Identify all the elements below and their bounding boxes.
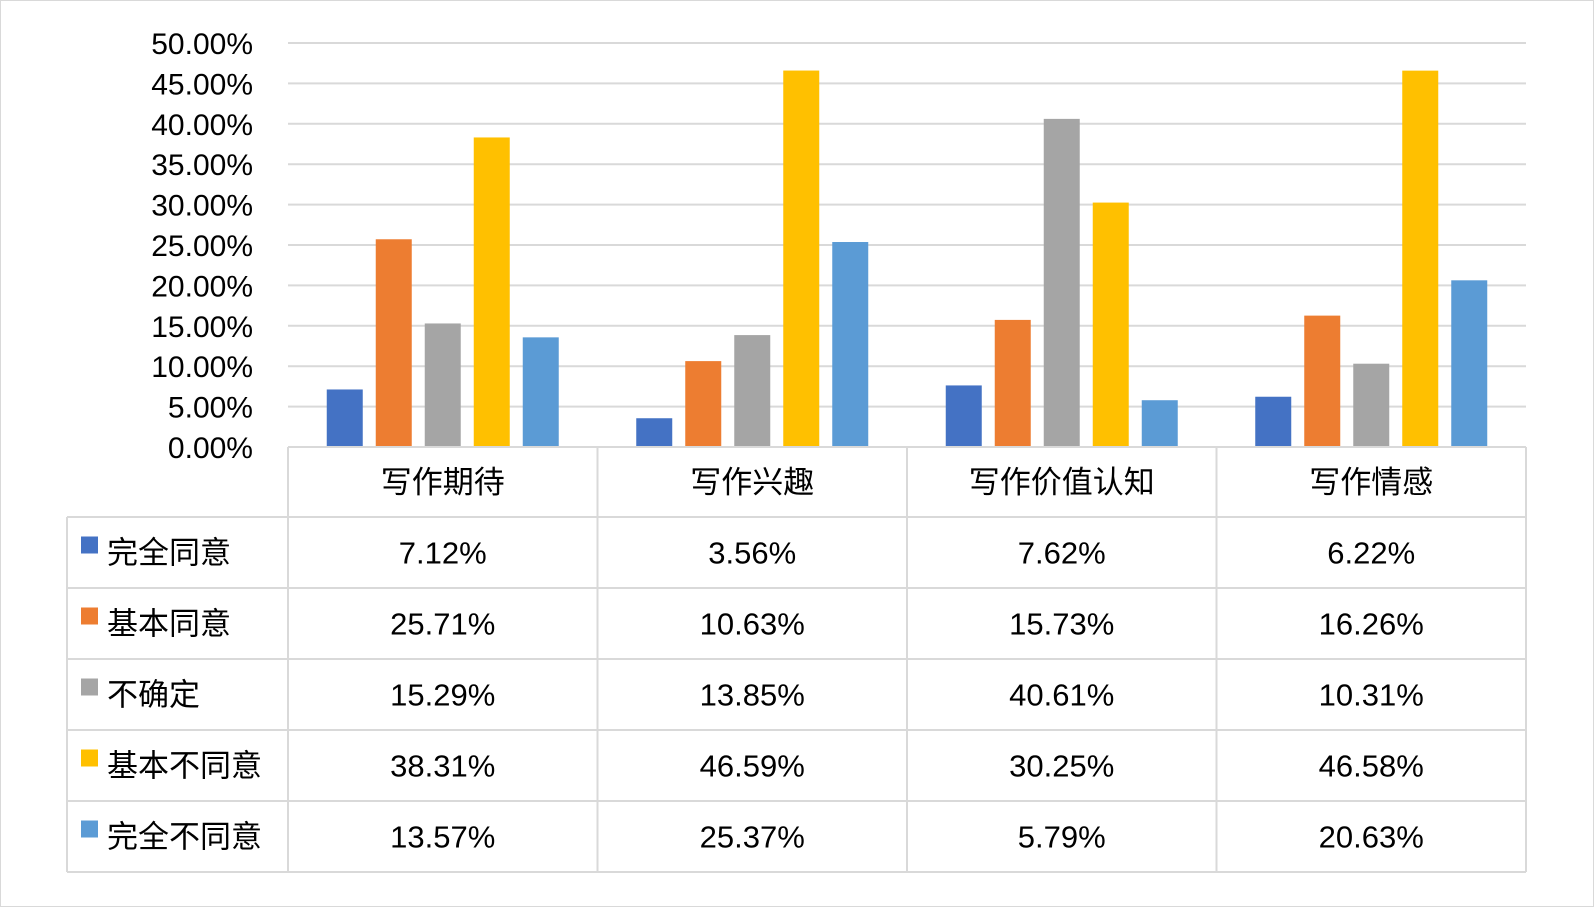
data-label: 5.79% bbox=[1018, 820, 1106, 855]
series-label: 基本不同意 bbox=[107, 749, 262, 784]
data-label: 10.63% bbox=[700, 607, 805, 642]
legend-key bbox=[81, 678, 98, 696]
bar bbox=[783, 70, 820, 448]
y-tick-label: 50.00% bbox=[151, 28, 253, 61]
bar bbox=[1451, 280, 1488, 447]
legend-key bbox=[81, 749, 98, 767]
bar bbox=[636, 418, 673, 447]
category-label: 写作情感 bbox=[1309, 465, 1433, 500]
data-label: 16.26% bbox=[1319, 607, 1424, 642]
y-tick-label: 5.00% bbox=[168, 392, 253, 425]
y-tick-label: 40.00% bbox=[151, 109, 253, 142]
series-label: 基本同意 bbox=[107, 607, 231, 642]
legend-key bbox=[81, 607, 98, 625]
bar bbox=[685, 361, 722, 447]
bar bbox=[1092, 202, 1129, 447]
data-label: 30.25% bbox=[1009, 749, 1114, 784]
bar bbox=[375, 239, 412, 447]
data-label: 46.58% bbox=[1319, 749, 1424, 784]
data-label: 25.71% bbox=[390, 607, 495, 642]
series-label: 不确定 bbox=[107, 678, 200, 713]
y-tick-label: 10.00% bbox=[151, 351, 253, 384]
data-label: 15.73% bbox=[1009, 607, 1114, 642]
data-label: 20.63% bbox=[1319, 820, 1424, 855]
category-label: 写作期待 bbox=[381, 465, 505, 500]
bar bbox=[994, 319, 1031, 447]
y-tick-label: 45.00% bbox=[151, 68, 253, 101]
y-tick-label: 20.00% bbox=[151, 270, 253, 303]
bar bbox=[522, 337, 559, 447]
bar bbox=[734, 335, 771, 447]
data-label: 15.29% bbox=[390, 678, 495, 713]
category-label: 写作价值认知 bbox=[969, 465, 1155, 500]
bar bbox=[832, 242, 869, 447]
bar bbox=[1043, 118, 1080, 447]
legend-key bbox=[81, 536, 98, 554]
legend-key bbox=[81, 820, 98, 838]
data-label: 46.59% bbox=[700, 749, 805, 784]
data-label: 25.37% bbox=[700, 820, 805, 855]
y-tick-label: 30.00% bbox=[151, 190, 253, 223]
bar bbox=[945, 385, 982, 447]
y-tick-label: 25.00% bbox=[151, 230, 253, 263]
data-label: 13.85% bbox=[700, 678, 805, 713]
series-label: 完全同意 bbox=[107, 536, 231, 571]
data-label: 13.57% bbox=[390, 820, 495, 855]
bar bbox=[424, 323, 461, 447]
y-tick-label: 0.00% bbox=[168, 432, 253, 465]
data-label: 40.61% bbox=[1009, 678, 1114, 713]
category-label: 写作兴趣 bbox=[690, 465, 814, 500]
bar bbox=[326, 389, 363, 447]
bar bbox=[1304, 315, 1341, 447]
series-label: 完全不同意 bbox=[107, 820, 262, 855]
bar bbox=[1402, 70, 1439, 447]
data-label: 10.31% bbox=[1319, 678, 1424, 713]
bar bbox=[473, 137, 510, 447]
data-label: 7.12% bbox=[399, 536, 487, 571]
bar bbox=[1353, 363, 1390, 447]
data-label: 7.62% bbox=[1018, 536, 1106, 571]
bar bbox=[1255, 396, 1292, 447]
data-label: 3.56% bbox=[708, 536, 796, 571]
bar bbox=[1141, 400, 1178, 447]
data-label: 38.31% bbox=[390, 749, 495, 784]
data-label: 6.22% bbox=[1327, 536, 1415, 571]
y-tick-label: 35.00% bbox=[151, 149, 253, 182]
y-tick-label: 15.00% bbox=[151, 311, 253, 344]
